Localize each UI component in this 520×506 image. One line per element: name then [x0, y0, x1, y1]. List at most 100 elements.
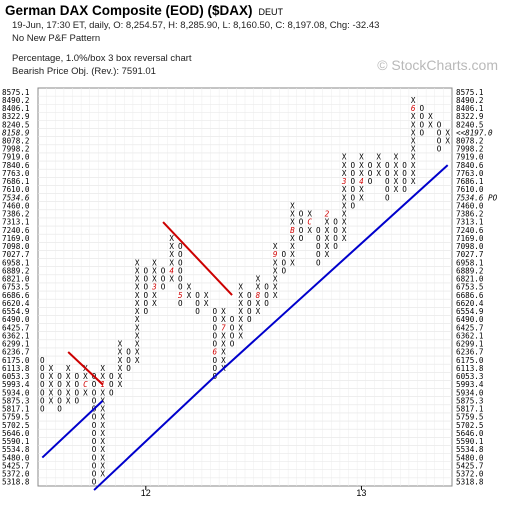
y-tick-label-right: 7240.6	[456, 226, 484, 235]
o-mark: O	[92, 478, 97, 487]
o-mark: O	[282, 258, 287, 267]
y-tick-label-right: 5759.5	[456, 413, 483, 422]
x-mark: X	[342, 185, 347, 194]
x-mark: X	[238, 299, 243, 308]
y-tick-label-left: 7919.0	[2, 153, 30, 162]
x-mark: X	[325, 234, 330, 243]
o-mark: O	[299, 218, 304, 227]
x-mark: X	[307, 226, 312, 235]
y-tick-label-right: 5702.5	[456, 421, 483, 430]
x-mark: X	[411, 153, 416, 162]
month-marker: 7	[221, 323, 226, 332]
o-mark: O	[351, 177, 356, 186]
x-mark: X	[152, 299, 157, 308]
x-mark: X	[359, 169, 364, 178]
o-mark: O	[402, 177, 407, 186]
x-mark: X	[152, 291, 157, 300]
support-trendline	[41, 399, 104, 459]
x-mark: X	[100, 396, 105, 405]
x-mark: X	[411, 96, 416, 105]
o-mark: O	[144, 275, 149, 284]
x-mark: X	[342, 218, 347, 227]
o-mark: O	[333, 226, 338, 235]
o-mark: O	[178, 250, 183, 259]
y-tick-label-left: 6236.7	[2, 348, 29, 357]
o-mark: O	[178, 242, 183, 251]
o-mark: O	[195, 291, 200, 300]
x-mark: X	[342, 169, 347, 178]
y-tick-label-right: 7763.0	[456, 169, 484, 178]
o-mark: O	[178, 299, 183, 308]
pattern-line: No New P&F Pattern	[12, 33, 101, 44]
x-mark: X	[273, 266, 278, 275]
x-mark: X	[118, 364, 123, 373]
o-mark: O	[92, 429, 97, 438]
x-mark: X	[135, 348, 140, 357]
o-mark: O	[420, 104, 425, 113]
x-mark: X	[428, 120, 433, 129]
y-tick-label-left: 8078.2	[2, 136, 29, 145]
y-tick-label-left: 7313.1	[2, 218, 30, 227]
x-mark: X	[169, 242, 174, 251]
trendlines	[41, 164, 449, 491]
x-mark: X	[221, 340, 226, 349]
x-mark: X	[238, 323, 243, 332]
y-tick-label-right: 7840.6	[456, 161, 484, 170]
x-mark: X	[394, 169, 399, 178]
o-mark: O	[144, 299, 149, 308]
month-marker: 4	[169, 266, 174, 275]
o-mark: O	[247, 307, 252, 316]
o-mark: O	[40, 380, 45, 389]
x-mark: X	[325, 242, 330, 251]
y-tick-label-right: 6686.6	[456, 291, 484, 300]
y-tick-label-left: 7169.0	[2, 234, 30, 243]
y-tick-label-right: 6236.7	[456, 348, 483, 357]
o-mark: O	[368, 169, 373, 178]
o-mark: O	[351, 161, 356, 170]
y-tick-label-right: 5480.0	[456, 453, 484, 462]
y-tick-label-right: 8406.1	[456, 104, 484, 113]
y-tick-label-left: 6821.0	[2, 275, 30, 284]
o-mark: O	[299, 210, 304, 219]
o-mark: O	[92, 461, 97, 470]
x-mark: X	[325, 218, 330, 227]
month-marker: C	[307, 218, 312, 227]
y-tick-label-left: 6554.9	[2, 307, 30, 316]
x-mark: X	[273, 242, 278, 251]
o-mark: O	[351, 193, 356, 202]
x-mark: X	[83, 388, 88, 397]
x-mark: X	[100, 405, 105, 414]
o-mark: O	[282, 266, 287, 275]
o-mark: O	[402, 169, 407, 178]
chart-title-text: German DAX Composite (EOD) ($DAX)	[5, 3, 253, 18]
x-mark: X	[221, 315, 226, 324]
y-tick-label-left: 6686.6	[2, 291, 30, 300]
x-mark: X	[238, 291, 243, 300]
x-mark: X	[411, 128, 416, 137]
x-mark: X	[152, 275, 157, 284]
o-mark: O	[333, 242, 338, 251]
x-mark: X	[66, 364, 71, 373]
o-mark: O	[144, 283, 149, 292]
o-mark: O	[299, 226, 304, 235]
o-mark: O	[247, 315, 252, 324]
x-mark: X	[221, 348, 226, 357]
x-mark: X	[100, 437, 105, 446]
o-mark: O	[402, 161, 407, 170]
o-mark: O	[92, 421, 97, 430]
x-mark: X	[83, 372, 88, 381]
x-mark: X	[100, 388, 105, 397]
o-mark: O	[351, 201, 356, 210]
y-tick-label-left: 8322.9	[2, 112, 30, 121]
y-tick-label-right: 5646.0	[456, 429, 484, 438]
o-mark: O	[385, 161, 390, 170]
x-mark: X	[135, 315, 140, 324]
x-mark: X	[100, 429, 105, 438]
y-tick-label-right: 5425.7	[456, 461, 483, 470]
month-marker: 1	[100, 380, 105, 389]
x-mark: X	[359, 153, 364, 162]
x-mark: X	[49, 372, 54, 381]
x-mark: X	[359, 185, 364, 194]
y-tick-label-right: 7998.2	[456, 145, 483, 154]
